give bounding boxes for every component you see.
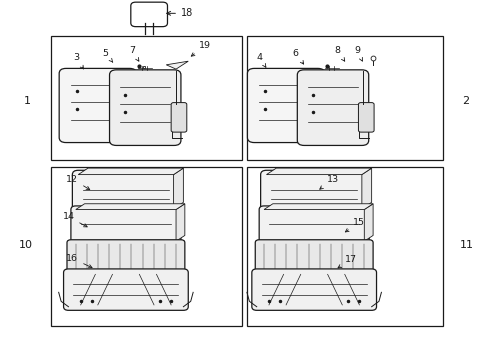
Text: 17: 17 [337, 255, 356, 268]
Text: 4: 4 [256, 53, 265, 67]
Polygon shape [266, 168, 371, 175]
Text: 11: 11 [459, 240, 473, 250]
FancyBboxPatch shape [59, 68, 136, 143]
Polygon shape [176, 204, 184, 241]
Text: 8: 8 [334, 46, 344, 61]
FancyBboxPatch shape [109, 70, 181, 145]
FancyBboxPatch shape [255, 240, 372, 274]
Polygon shape [76, 204, 184, 210]
Text: 9: 9 [353, 46, 362, 61]
Text: 1: 1 [23, 96, 30, 106]
FancyBboxPatch shape [71, 206, 181, 245]
Text: 2: 2 [461, 96, 468, 106]
Text: 14: 14 [62, 212, 87, 227]
Text: 15: 15 [345, 218, 365, 232]
Text: 13: 13 [319, 175, 338, 189]
FancyBboxPatch shape [297, 70, 368, 145]
FancyBboxPatch shape [171, 103, 186, 132]
Bar [246, 36, 442, 160]
FancyBboxPatch shape [259, 206, 368, 245]
FancyBboxPatch shape [358, 103, 373, 132]
Text: 10: 10 [19, 240, 32, 250]
Polygon shape [264, 204, 372, 210]
Polygon shape [166, 61, 188, 69]
Text: 12: 12 [66, 175, 90, 190]
FancyBboxPatch shape [67, 240, 184, 274]
FancyBboxPatch shape [72, 170, 179, 213]
FancyBboxPatch shape [251, 269, 376, 310]
Text: 19: 19 [191, 41, 211, 56]
Polygon shape [361, 168, 371, 209]
Bar [246, 167, 442, 326]
FancyBboxPatch shape [63, 269, 188, 310]
Text: 16: 16 [66, 254, 92, 268]
Text: 18: 18 [166, 8, 193, 18]
FancyBboxPatch shape [130, 2, 167, 27]
FancyBboxPatch shape [260, 170, 367, 213]
Polygon shape [364, 204, 372, 241]
Polygon shape [78, 168, 183, 175]
Bar [51, 36, 242, 160]
Text: 3: 3 [73, 53, 83, 69]
FancyBboxPatch shape [247, 68, 324, 143]
Polygon shape [173, 168, 183, 209]
Text: 7: 7 [129, 46, 139, 61]
Text: 6: 6 [292, 49, 303, 64]
Bar [51, 167, 242, 326]
Text: 5: 5 [102, 49, 113, 62]
